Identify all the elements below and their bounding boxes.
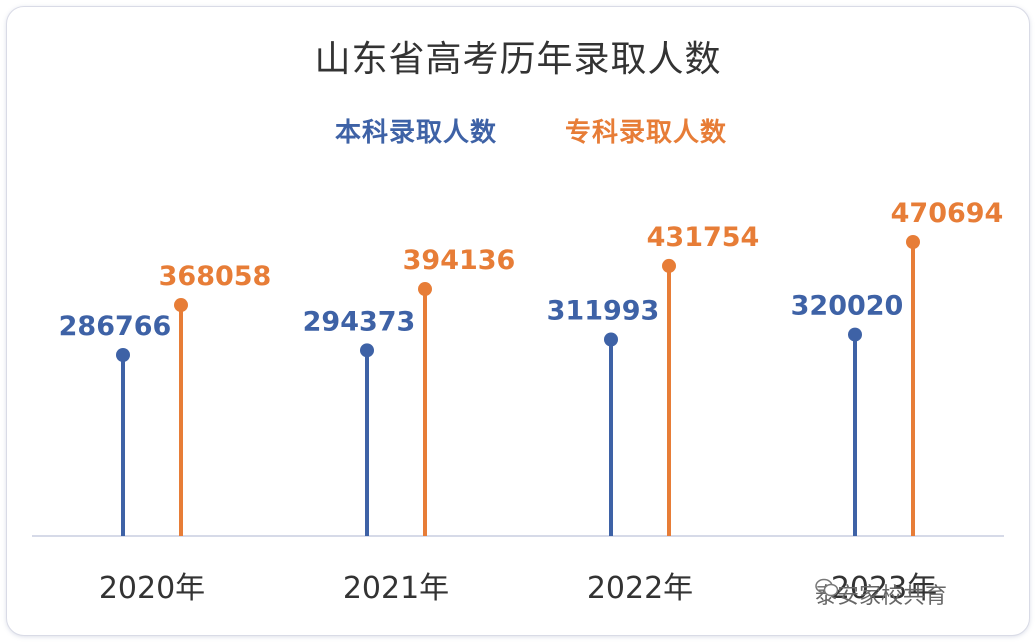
x-tick-label-2023年: 2023年	[831, 571, 937, 606]
junior-college-value-label-2022年: 431754	[647, 222, 760, 253]
x-tick-label-2022年: 2022年	[587, 571, 693, 606]
undergraduate-point-2021年	[360, 343, 374, 358]
undergraduate-value-label-2023年: 320020	[791, 291, 904, 322]
undergraduate-point-2023年	[848, 327, 862, 342]
undergraduate-value-label-2022年: 311993	[547, 296, 660, 327]
x-tick-label-2021年: 2021年	[343, 571, 449, 606]
junior-college-point-2020年	[174, 298, 188, 313]
junior-college-point-2021年	[418, 282, 432, 297]
junior-college-value-label-2021年: 394136	[403, 245, 516, 276]
undergraduate-value-label-2021年: 294373	[303, 306, 416, 337]
junior-college-value-label-2020年: 368058	[159, 261, 272, 292]
undergraduate-value-label-2020年: 286766	[59, 311, 172, 342]
legend-item-undergraduate: 本科录取人数	[335, 118, 498, 148]
undergraduate-point-2022年	[604, 332, 618, 347]
x-tick-label-2020年: 2020年	[99, 571, 205, 606]
undergraduate-point-2020年	[116, 348, 130, 362]
junior-college-point-2023年	[906, 235, 920, 249]
chart-frame	[6, 6, 1030, 636]
junior-college-point-2022年	[662, 258, 676, 273]
chart-title: 山东省高考历年录取人数	[314, 39, 722, 80]
junior-college-value-label-2023年: 470694	[891, 198, 1004, 229]
legend-item-junior-college: 专科录取人数	[565, 118, 728, 148]
watermark: 泰安家校共育	[815, 578, 947, 610]
wechat-icon	[815, 578, 839, 597]
